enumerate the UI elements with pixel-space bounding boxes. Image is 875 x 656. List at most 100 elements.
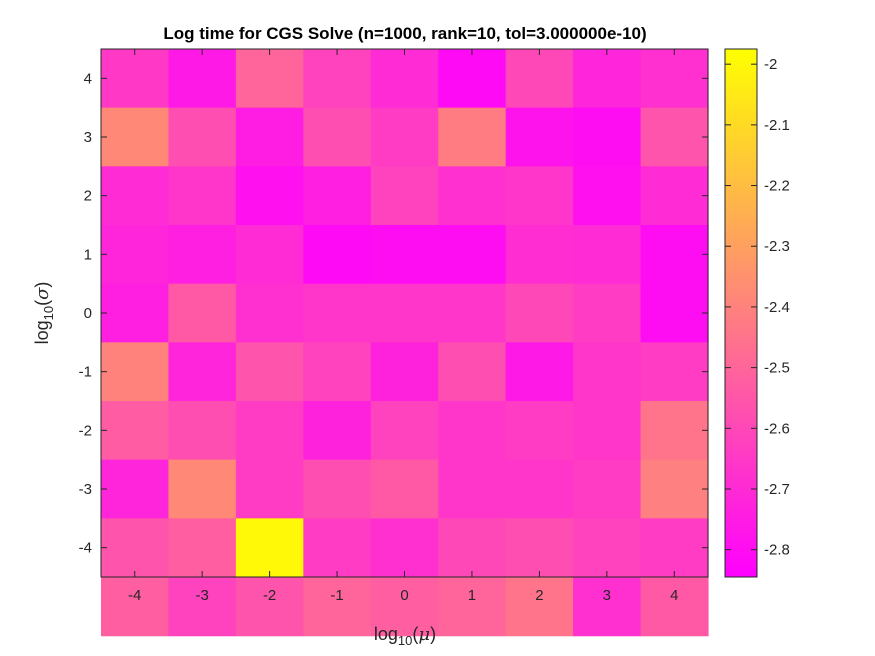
- heatmap-cell: [640, 342, 709, 402]
- heatmap-cell: [370, 577, 439, 637]
- heatmap-cell: [438, 342, 507, 402]
- colorbar: [724, 48, 758, 578]
- heatmap-cell: [573, 342, 642, 402]
- heatmap-cell: [101, 283, 170, 343]
- colorbar-tick-label: -2.4: [764, 299, 790, 316]
- heatmap-cell: [168, 283, 237, 343]
- heatmap-cell: [370, 225, 439, 285]
- heatmap-cell: [303, 225, 372, 285]
- heatmap-cell: [168, 518, 237, 578]
- heatmap-cell: [505, 401, 574, 461]
- heatmap-cell: [505, 107, 574, 167]
- heatmap-cell: [101, 166, 170, 226]
- heatmap-cell: [640, 577, 709, 637]
- heatmap-cell: [235, 49, 304, 109]
- heatmap-cell: [438, 283, 507, 343]
- heatmap-cell: [640, 283, 709, 343]
- x-tick-label: 3: [603, 587, 611, 604]
- heatmap-cell: [101, 518, 170, 578]
- colorbar-tick-label: -2.2: [764, 178, 790, 195]
- heatmap-cell: [505, 342, 574, 402]
- heatmap-cell: [505, 459, 574, 519]
- colorbar-tick-label: -2.8: [764, 542, 790, 559]
- heatmap-cell: [235, 459, 304, 519]
- heatmap-cell: [370, 49, 439, 109]
- colorbar-tick-label: -2: [764, 56, 777, 73]
- heatmap-cell: [573, 577, 642, 637]
- y-tick-label: -3: [79, 481, 92, 498]
- x-tick-label: 1: [468, 587, 476, 604]
- heatmap-cell: [573, 401, 642, 461]
- heatmap-cell: [101, 577, 170, 637]
- heatmap-cell: [505, 225, 574, 285]
- heatmap-cell: [101, 225, 170, 285]
- x-tick-label: 2: [535, 587, 543, 604]
- heatmap-cell: [168, 459, 237, 519]
- heatmap-cell: [101, 459, 170, 519]
- heatmap-cell: [168, 49, 237, 109]
- colorbar-tick-label: -2.5: [764, 360, 790, 377]
- heatmap-cell: [640, 166, 709, 226]
- heatmap-cell: [303, 107, 372, 167]
- colorbar-ticks: -2 -2.1 -2.2 -2.3 -2.4 -2.5 -2.6 -2.7 -2.8: [725, 56, 790, 559]
- heatmap-cell: [303, 577, 372, 637]
- heatmap-cell: [303, 166, 372, 226]
- heatmap-cell: [573, 225, 642, 285]
- heatmap-cell: [101, 107, 170, 167]
- heatmap-cell: [168, 577, 237, 637]
- heatmap-cell: [235, 518, 304, 578]
- y-axis-label: log10(σ): [32, 282, 56, 345]
- heatmap-cell: [573, 107, 642, 167]
- heatmap-cells: [101, 49, 709, 637]
- heatmap-cell: [640, 401, 709, 461]
- heatmap-cell: [235, 225, 304, 285]
- heatmap-cell: [438, 49, 507, 109]
- heatmap-cell: [640, 49, 709, 109]
- x-tick-label: 0: [400, 587, 408, 604]
- y-tick-label: 4: [84, 70, 92, 87]
- x-tick-label: -2: [263, 587, 276, 604]
- heatmap-cell: [235, 107, 304, 167]
- heatmap-cell: [303, 401, 372, 461]
- x-tick-label: 4: [670, 587, 678, 604]
- y-tick-label: 1: [84, 246, 92, 263]
- y-tick-label: 3: [84, 129, 92, 146]
- heatmap-cell: [640, 459, 709, 519]
- x-axis-ticks: -4 -3 -2 -1 0 1 2 3 4: [128, 49, 678, 604]
- heatmap-cell: [168, 225, 237, 285]
- heatmap-cell: [168, 342, 237, 402]
- heatmap-cell: [303, 342, 372, 402]
- heatmap-cell: [235, 166, 304, 226]
- heatmap-cell: [235, 577, 304, 637]
- heatmap-cell: [640, 225, 709, 285]
- heatmap-cell: [505, 283, 574, 343]
- y-tick-label: -4: [79, 540, 92, 557]
- heatmap-cell: [505, 577, 574, 637]
- x-tick-label: -3: [195, 587, 208, 604]
- x-tick-label: -1: [330, 587, 343, 604]
- y-tick-label: 0: [84, 305, 92, 322]
- heatmap-cell: [438, 459, 507, 519]
- heatmap-cell: [168, 107, 237, 167]
- heatmap-cell: [438, 166, 507, 226]
- heatmap-cell: [438, 225, 507, 285]
- heatmap-cell: [438, 401, 507, 461]
- heatmap-cell: [505, 518, 574, 578]
- colorbar-tick-label: -2.3: [764, 238, 790, 255]
- heatmap-cell: [573, 283, 642, 343]
- heatmap-cell: [370, 166, 439, 226]
- heatmap-cell: [370, 283, 439, 343]
- heatmap-cell: [573, 166, 642, 226]
- heatmap-cell: [235, 342, 304, 402]
- chart-title: Log time for CGS Solve (n=1000, rank=10,…: [163, 24, 646, 43]
- heatmap-cell: [168, 401, 237, 461]
- colorbar-tick-label: -2.6: [764, 420, 790, 437]
- heatmap-cell: [370, 518, 439, 578]
- x-tick-label: -4: [128, 587, 141, 604]
- heatmap-cell: [235, 283, 304, 343]
- heatmap-cell: [505, 166, 574, 226]
- heatmap-cell: [573, 459, 642, 519]
- heatmap-cell: [640, 518, 709, 578]
- heatmap-cell: [438, 518, 507, 578]
- y-tick-label: 2: [84, 188, 92, 205]
